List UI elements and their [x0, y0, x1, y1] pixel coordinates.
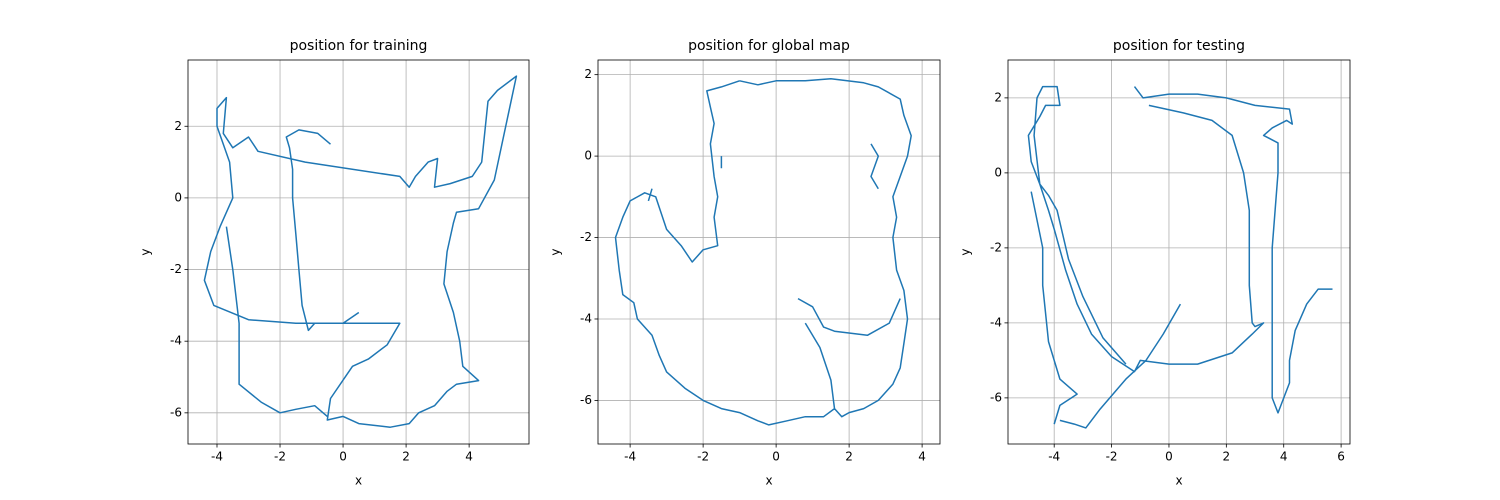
- subplot-title: position for global map: [688, 38, 850, 54]
- y-tick-label: 2: [174, 119, 182, 133]
- x-tick-label: 0: [339, 450, 347, 464]
- subplot-title: position for training: [290, 38, 428, 54]
- y-axis-label: y: [139, 248, 153, 255]
- subplot-title: position for testing: [1113, 38, 1245, 54]
- y-tick-label: 0: [584, 149, 592, 163]
- x-tick-label: -4: [624, 450, 636, 464]
- plot-area: [1027, 85, 1333, 429]
- x-tick-label: 4: [918, 450, 926, 464]
- y-tick-label: 0: [174, 190, 182, 204]
- axes-frame: [1007, 59, 1351, 445]
- axes-frame: [187, 59, 530, 445]
- x-tick-label: -2: [274, 450, 286, 464]
- subplot: -4 -2 0 2 4 6 -6 -4 -2 0 2 position for testing x y: [959, 38, 1351, 488]
- y-tick-label: 2: [584, 67, 592, 81]
- x-tick-label: 0: [1165, 450, 1173, 464]
- x-tick-label: 2: [402, 450, 410, 464]
- y-tick-label: -6: [990, 390, 1002, 404]
- y-axis-label: y: [549, 248, 563, 255]
- y-tick-label: 0: [994, 165, 1002, 179]
- trajectory: [614, 77, 912, 426]
- y-tick-label: -6: [580, 393, 592, 407]
- x-tick-label: 4: [465, 450, 473, 464]
- y-tick-label: -2: [170, 262, 182, 276]
- x-tick-label: -2: [1106, 450, 1118, 464]
- x-tick-label: -2: [697, 450, 709, 464]
- x-axis-label: x: [355, 474, 362, 488]
- y-axis-label: y: [959, 248, 973, 255]
- plot-area: [614, 77, 912, 426]
- y-tick-label: -6: [170, 405, 182, 419]
- x-tick-label: 0: [772, 450, 780, 464]
- x-tick-label: 4: [1280, 450, 1288, 464]
- subplot: -4 -2 0 2 4 -6 -4 -2 0 2 position for global map x y: [549, 38, 941, 488]
- x-axis-label: x: [1175, 474, 1182, 488]
- subplot: -4 -2 0 2 4 -6 -4 -2 0 2 position for training x y: [139, 38, 530, 488]
- trajectory: [1027, 85, 1333, 429]
- y-tick-label: -2: [580, 230, 592, 244]
- y-tick-label: -2: [990, 240, 1002, 254]
- trajectory: [203, 75, 518, 428]
- axes-frame: [597, 59, 941, 445]
- plot-area: [203, 75, 518, 428]
- x-tick-label: 2: [1223, 450, 1231, 464]
- y-tick-label: -4: [990, 315, 1002, 329]
- x-tick-label: -4: [1048, 450, 1060, 464]
- y-tick-label: -4: [580, 311, 592, 325]
- y-tick-label: 2: [994, 90, 1002, 104]
- x-axis-label: x: [765, 474, 772, 488]
- x-tick-label: -4: [211, 450, 223, 464]
- y-tick-label: -4: [170, 334, 182, 348]
- x-tick-label: 2: [845, 450, 853, 464]
- x-tick-label: 6: [1337, 450, 1345, 464]
